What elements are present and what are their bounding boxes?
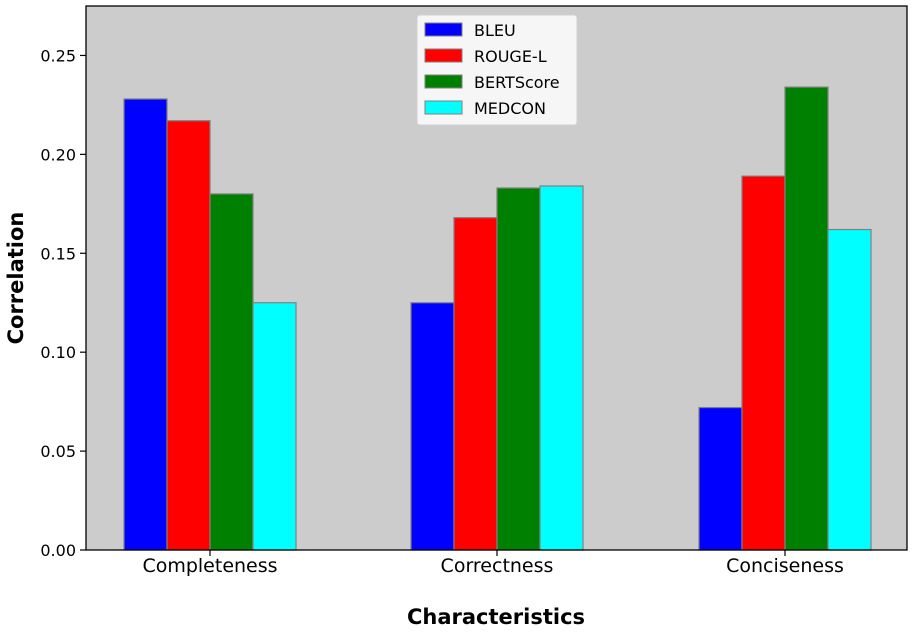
legend-swatch-bertscore [424,74,463,89]
y-tick-label: 0.05 [40,442,76,461]
bar-bleu-conciseness [698,406,743,551]
bar-rouge-l-correctness [453,217,498,551]
y-tick-label: 0.20 [40,145,76,164]
x-tick-label-conciseness: Conciseness [726,555,844,577]
legend-swatch-bleu [424,22,463,37]
bar-rouge-l-conciseness [741,175,786,551]
x-axis-title: Characteristics [407,605,585,629]
legend-label-medcon: MEDCON [474,99,546,118]
y-tick-label: 0.10 [40,343,76,362]
y-tick-label: 0.00 [40,541,76,560]
bar-bertscore-conciseness [784,86,829,551]
x-axis-ticks: Completeness Correctness Conciseness [142,550,844,577]
bar-bertscore-correctness [496,187,541,551]
bar-medcon-correctness [539,185,584,551]
legend-swatch-medcon [424,100,463,115]
legend-label-bleu: BLEU [474,21,516,40]
bars-group [123,86,872,551]
y-tick-label: 0.25 [40,46,76,65]
y-axis-title: Correlation [4,212,28,345]
bar-bertscore-completeness [209,193,254,551]
legend-label-bertscore: BERTScore [474,73,560,92]
x-tick-label-correctness: Correctness [441,555,554,577]
bar-medcon-completeness [252,302,297,551]
legend-swatch-rouge-l [424,48,463,63]
x-tick-label-completeness: Completeness [142,555,277,577]
legend-label-rouge-l: ROUGE-L [474,47,547,66]
bar-rouge-l-completeness [166,120,211,551]
y-tick-label: 0.15 [40,244,76,263]
bar-bleu-completeness [123,98,168,551]
legend: BLEU ROUGE-L BERTScore MEDCON [416,14,578,126]
y-axis-ticks: 0.00 0.05 0.10 0.15 0.20 0.25 [40,46,86,560]
bar-bleu-correctness [410,302,455,551]
legend-box [416,14,578,126]
bar-medcon-conciseness [827,228,872,551]
